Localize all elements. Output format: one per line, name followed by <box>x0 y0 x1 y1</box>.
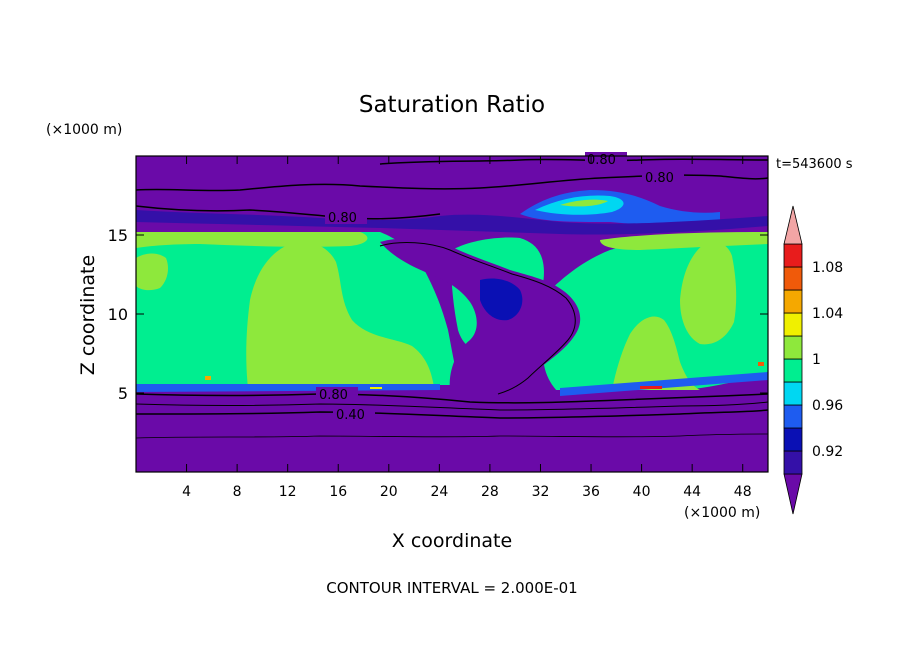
x-tick-label: 20 <box>380 484 398 500</box>
contour-line-upper <box>135 174 769 192</box>
x-tick-label: 8 <box>233 484 242 500</box>
contour-interval-footer: CONTOUR INTERVAL = 2.000E-01 <box>326 579 577 597</box>
y-axis-label: Z coordinate <box>77 255 99 375</box>
region-supersat-3 <box>205 376 211 380</box>
x-tick-label: 48 <box>734 484 752 500</box>
contour-fill <box>136 156 768 472</box>
colorbar-tick-label: 1.08 <box>812 260 843 276</box>
x-tick-label: 32 <box>532 484 550 500</box>
region-lower-dry <box>136 390 768 472</box>
contour-line-040 <box>135 409 769 419</box>
x-tick-label: 12 <box>279 484 297 500</box>
region-lobe-far-east <box>680 241 737 345</box>
x-tick-label: 24 <box>430 484 448 500</box>
contour-line-intrusion <box>379 242 576 395</box>
contour-line-lowest <box>135 433 769 439</box>
colorbar-box <box>783 289 803 314</box>
colorbar-box <box>783 312 803 337</box>
colorbar-lower-extension <box>783 473 803 515</box>
colorbar-box <box>783 335 803 360</box>
colorbar-tick-label: 0.96 <box>812 398 843 414</box>
region-dry-intrusion-blue <box>480 278 523 321</box>
region-lobe-west <box>246 242 434 388</box>
region-supersat-4 <box>758 362 764 366</box>
colorbar-box <box>783 358 803 383</box>
region-lobe-east <box>612 316 700 390</box>
colorbar-tick-label: 0.92 <box>812 444 843 460</box>
chart-title: Saturation Ratio <box>359 92 545 118</box>
x-tick-label: 16 <box>329 484 347 500</box>
colorbar-upper-extension <box>783 205 803 245</box>
contour-line-080-mid <box>135 205 441 220</box>
colorbar-tick-label: 1.04 <box>812 306 843 322</box>
contour-label: 0.80 <box>319 388 348 403</box>
y-tick-label: 15 <box>108 226 128 245</box>
contour-lines <box>135 158 769 439</box>
region-upper-streak-green <box>560 199 608 207</box>
colorbar-box <box>783 427 803 452</box>
region-band-16km <box>136 210 768 235</box>
colorbar-tick-label: 1 <box>812 352 821 368</box>
x-unit-label: (×1000 m) <box>684 505 760 521</box>
time-label: t=543600 s <box>776 157 853 172</box>
y-tick-label: 10 <box>108 305 128 324</box>
colorbar-box <box>783 404 803 429</box>
region-dry-intrusion <box>380 238 581 392</box>
contour-label: 0.80 <box>328 211 357 226</box>
contour-line-080-low <box>135 393 769 404</box>
contour-labels: 0.80 0.80 0.80 0.80 0.40 <box>316 152 684 423</box>
colorbar: 0.92 0.96 1 1.04 1.08 <box>783 205 843 515</box>
contour-label: 0.80 <box>645 171 674 186</box>
contour-line-low-2 <box>135 401 769 411</box>
x-tick-label: 36 <box>582 484 600 500</box>
region-cloud-top-edge-east <box>600 232 768 250</box>
plot-area: 0.80 0.80 0.80 0.80 0.40 4 8 12 16 20 24 28 32 3… <box>108 152 769 500</box>
colorbar-box <box>783 266 803 291</box>
contour-label: 0.40 <box>336 408 365 423</box>
region-supersat-2 <box>370 387 382 389</box>
y-tick-label: 5 <box>118 384 128 403</box>
x-tick-label: 44 <box>683 484 701 500</box>
x-tick-label: 28 <box>481 484 499 500</box>
y-unit-label: (×1000 m) <box>46 122 122 138</box>
contour-line-top <box>379 158 769 165</box>
contour-label: 0.80 <box>587 153 616 168</box>
x-tick-label: 40 <box>633 484 651 500</box>
colorbar-box <box>783 450 803 475</box>
region-cloud-base-edge <box>136 372 768 396</box>
x-tick-label: 4 <box>182 484 191 500</box>
region-supersat-1 <box>640 386 662 389</box>
x-axis-label: X coordinate <box>392 530 512 552</box>
region-lobe-far-west <box>136 253 168 291</box>
colorbar-box <box>783 381 803 406</box>
colorbar-box <box>783 243 803 268</box>
